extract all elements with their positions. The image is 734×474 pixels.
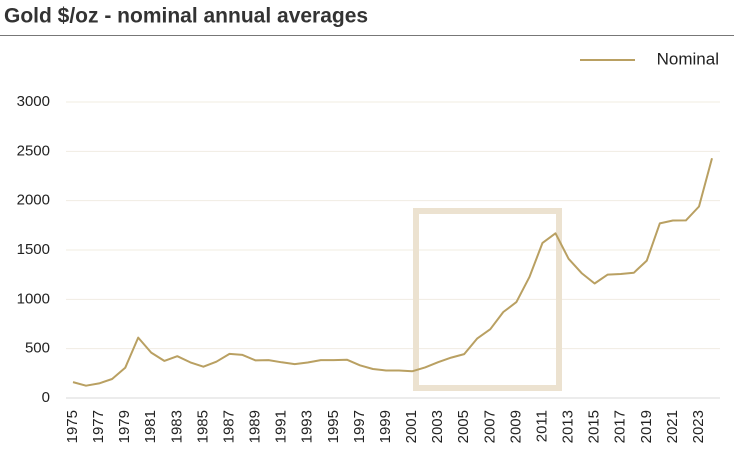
x-tick-label: 1981 bbox=[142, 410, 159, 443]
x-tick-label: 2019 bbox=[638, 410, 655, 443]
x-tick-label: 2009 bbox=[507, 410, 524, 443]
grid bbox=[66, 101, 720, 399]
series-line bbox=[72, 157, 713, 387]
highlight-box bbox=[413, 208, 562, 391]
y-tick-label: 0 bbox=[42, 389, 50, 406]
x-tick-label: 2015 bbox=[586, 410, 603, 443]
x-tick-label: 2013 bbox=[560, 410, 577, 443]
x-tick-label: 1977 bbox=[90, 410, 107, 443]
x-tick-label: 2003 bbox=[429, 410, 446, 443]
x-tick-label: 2023 bbox=[690, 410, 707, 443]
x-tick-label: 2005 bbox=[455, 410, 472, 443]
x-tick-label: 1997 bbox=[351, 410, 368, 443]
y-tick-label: 2500 bbox=[17, 142, 50, 159]
x-tick-label: 1975 bbox=[64, 410, 81, 443]
x-tick-label: 1989 bbox=[247, 410, 264, 443]
x-tick-label: 2011 bbox=[533, 410, 550, 442]
x-tick-label: 1999 bbox=[377, 410, 394, 443]
plot bbox=[72, 157, 713, 387]
y-tick-label: 2000 bbox=[17, 192, 50, 209]
chart-title: Gold $/oz - nominal annual averages bbox=[4, 5, 368, 28]
x-tick-label: 2001 bbox=[403, 410, 420, 443]
legend-label: Nominal bbox=[657, 49, 719, 68]
x-tick-label: 1993 bbox=[299, 410, 316, 443]
x-tick-label: 2017 bbox=[612, 410, 629, 443]
x-tick-label: 2007 bbox=[481, 410, 498, 443]
y-tick-label: 1500 bbox=[17, 241, 50, 258]
x-tick-label: 1979 bbox=[116, 410, 133, 443]
y-tick-label: 500 bbox=[25, 340, 50, 357]
x-tick-label: 1987 bbox=[220, 410, 237, 443]
x-tick-label: 1983 bbox=[168, 410, 185, 443]
x-tick-label: 1995 bbox=[325, 410, 342, 443]
y-tick-label: 1000 bbox=[17, 290, 50, 307]
y-tick-label: 3000 bbox=[17, 93, 50, 110]
x-tick-label: 2021 bbox=[664, 410, 681, 443]
x-tick-label: 1991 bbox=[273, 410, 290, 443]
x-tick-label: 1985 bbox=[194, 410, 211, 443]
